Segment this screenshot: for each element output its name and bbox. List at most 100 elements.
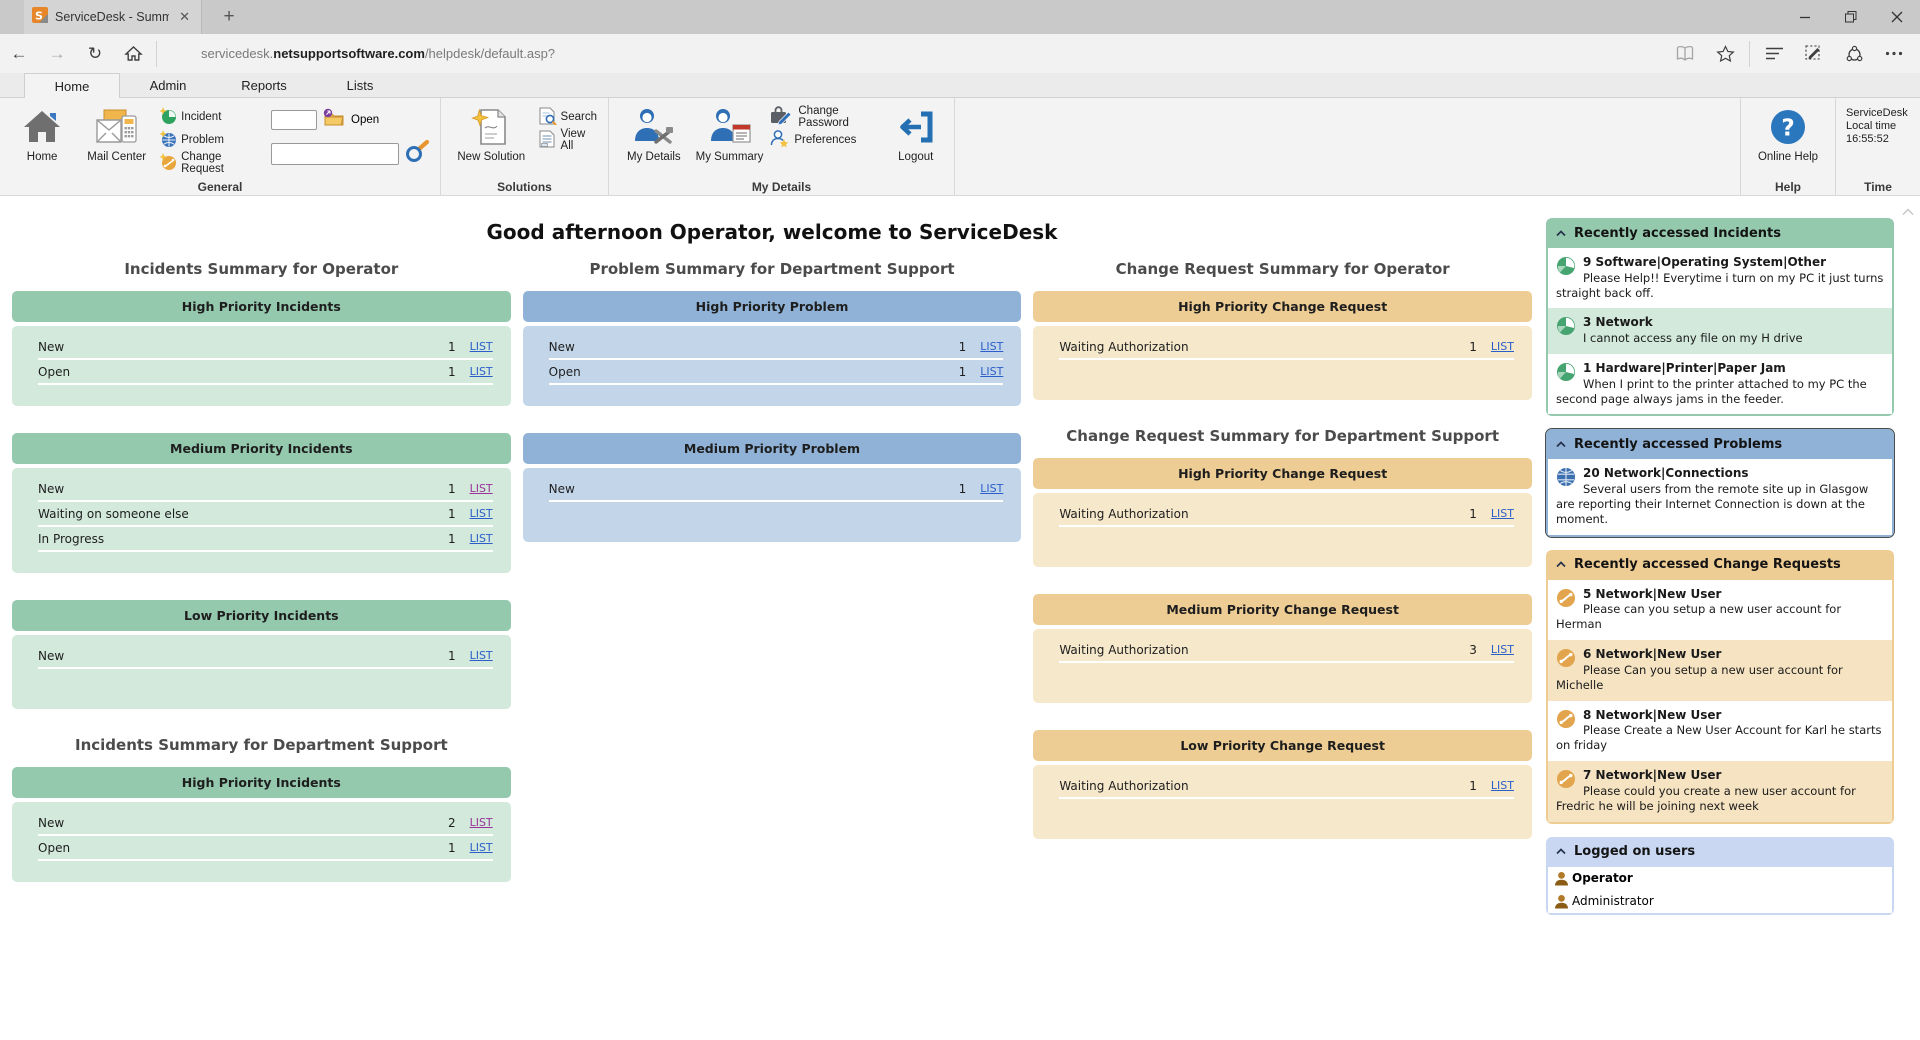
refresh-icon[interactable]: ↻ (76, 39, 114, 69)
summary-panel: High Priority IncidentsNew2LISTOpen1LIST (12, 767, 511, 882)
collapse-icon[interactable] (1556, 226, 1566, 241)
close-button[interactable] (1874, 0, 1920, 34)
panel-body: New2LISTOpen1LIST (12, 802, 511, 882)
tab-admin[interactable]: Admin (120, 73, 216, 98)
logout-button[interactable]: Logout (888, 102, 945, 163)
sidebar-items: 9 Software|Operating System|OtherPlease … (1548, 248, 1892, 414)
panel-body: Waiting Authorization3LIST (1033, 629, 1532, 703)
row-count: 1 (430, 649, 456, 663)
recent-item[interactable]: 7 Network|New UserPlease could you creat… (1548, 761, 1892, 821)
open-icon (322, 108, 346, 132)
sidebar-section-header[interactable]: Logged on users (1548, 837, 1892, 867)
row-label: Open (38, 365, 430, 379)
search-input[interactable] (271, 143, 399, 165)
more-icon[interactable] (1874, 39, 1914, 69)
recent-item-desc: Please Can you setup a new user account … (1556, 663, 1884, 693)
summary-column: Problem Summary for Department Support Hi… (523, 260, 1022, 569)
summary-section: Incidents Summary for Department Support… (12, 736, 511, 882)
list-link[interactable]: LIST (1491, 643, 1514, 656)
solutions-view-all-button[interactable]: View All (538, 131, 598, 149)
list-link[interactable]: LIST (470, 532, 493, 545)
section-heading: Problem Summary for Department Support (523, 260, 1022, 278)
mail-center-button[interactable]: Mail Center (80, 102, 153, 163)
change-password-button[interactable]: Change Password (770, 108, 881, 126)
online-help-button[interactable]: ? Online Help (1751, 102, 1825, 163)
forward-icon[interactable]: → (38, 39, 76, 69)
new-tab-button[interactable]: + (212, 0, 246, 34)
changereq-icon (1556, 769, 1576, 793)
item-id-input[interactable] (271, 110, 317, 130)
summary-row: In Progress1LIST (38, 527, 493, 552)
collapse-icon[interactable] (1556, 437, 1566, 452)
group-label-help: Help (1741, 180, 1835, 194)
recent-item[interactable]: 3 NetworkI cannot access any file on my … (1548, 308, 1892, 354)
new-problem-button[interactable]: Problem (159, 131, 265, 149)
logged-on-user[interactable]: Administrator (1548, 890, 1892, 913)
recent-item[interactable]: 20 Network|ConnectionsSeveral users from… (1548, 459, 1892, 534)
browser-tab[interactable]: S ServiceDesk - Summary ✕ (24, 0, 202, 34)
sidebar-section-title: Logged on users (1574, 844, 1695, 859)
list-link[interactable]: LIST (470, 507, 493, 520)
new-change-request-button[interactable]: Change Request (159, 154, 265, 172)
scroll-up-icon[interactable] (1902, 201, 1914, 220)
favicon: S (32, 7, 48, 28)
section-heading: Incidents Summary for Operator (12, 260, 511, 278)
sidebar-section-header[interactable]: Recently accessed Change Requests (1548, 550, 1892, 580)
sidebar-section-header[interactable]: Recently accessed Incidents (1548, 218, 1892, 248)
search-icon[interactable] (404, 139, 430, 168)
home-button[interactable]: Home (10, 102, 74, 163)
tab-lists[interactable]: Lists (312, 73, 408, 98)
page-content: Good afternoon Operator, welcome to Serv… (0, 196, 1920, 1040)
list-link[interactable]: LIST (470, 365, 493, 378)
list-link[interactable]: LIST (980, 340, 1003, 353)
collapse-icon[interactable] (1556, 844, 1566, 859)
recent-item-title: 5 Network|New User (1556, 587, 1884, 603)
my-details-button[interactable]: My Details (619, 102, 689, 163)
hub-icon[interactable] (1754, 39, 1794, 69)
recent-item-desc: When I print to the printer attached to … (1556, 377, 1884, 407)
sidebar-section-header[interactable]: Recently accessed Problems (1548, 429, 1892, 459)
sidebar-section-title: Recently accessed Change Requests (1574, 557, 1841, 572)
minimize-button[interactable] (1782, 0, 1828, 34)
new-solution-button[interactable]: New Solution (451, 102, 532, 163)
list-link[interactable]: LIST (470, 340, 493, 353)
change-password-icon (770, 106, 794, 128)
tab-home[interactable]: Home (24, 73, 120, 99)
favorites-star-icon[interactable] (1705, 39, 1745, 69)
web-note-icon[interactable] (1794, 39, 1834, 69)
recent-item[interactable]: 6 Network|New UserPlease Can you setup a… (1548, 640, 1892, 700)
summary-panel: Medium Priority IncidentsNew1LISTWaiting… (12, 433, 511, 573)
list-link[interactable]: LIST (980, 482, 1003, 495)
url-field[interactable]: servicedesk.netsupportsoftware.com/helpd… (201, 46, 1665, 61)
list-link[interactable]: LIST (1491, 340, 1514, 353)
share-icon[interactable] (1834, 39, 1874, 69)
panel-title: Medium Priority Incidents (12, 433, 511, 464)
recent-item[interactable]: 8 Network|New UserPlease Create a New Us… (1548, 701, 1892, 761)
recent-item[interactable]: 9 Software|Operating System|OtherPlease … (1548, 248, 1892, 308)
list-link[interactable]: LIST (470, 649, 493, 662)
list-link[interactable]: LIST (470, 482, 493, 495)
list-link[interactable]: LIST (1491, 507, 1514, 520)
restore-button[interactable] (1828, 0, 1874, 34)
preferences-button[interactable]: Preferences (770, 131, 881, 149)
list-link[interactable]: LIST (1491, 779, 1514, 792)
open-label[interactable]: Open (351, 114, 379, 126)
list-link[interactable]: LIST (980, 365, 1003, 378)
tab-close-icon[interactable]: ✕ (176, 9, 193, 25)
collapse-icon[interactable] (1556, 557, 1566, 572)
list-link[interactable]: LIST (470, 816, 493, 829)
logged-on-user[interactable]: Operator (1548, 867, 1892, 890)
reading-view-icon[interactable] (1665, 39, 1705, 69)
sidebar-section: Logged on users OperatorAdministrator (1546, 837, 1894, 915)
section-heading: Change Request Summary for Operator (1033, 260, 1532, 278)
back-icon[interactable]: ← (0, 39, 38, 69)
tab-reports[interactable]: Reports (216, 73, 312, 98)
solutions-search-button[interactable]: Search (538, 108, 598, 126)
list-link[interactable]: LIST (470, 841, 493, 854)
recent-item[interactable]: 1 Hardware|Printer|Paper JamWhen I print… (1548, 354, 1892, 414)
new-incident-button[interactable]: Incident (159, 108, 265, 126)
panel-title: High Priority Problem (523, 291, 1022, 322)
my-summary-button[interactable]: My Summary (695, 102, 765, 163)
browser-home-icon[interactable] (114, 39, 152, 69)
recent-item[interactable]: 5 Network|New UserPlease can you setup a… (1548, 580, 1892, 640)
